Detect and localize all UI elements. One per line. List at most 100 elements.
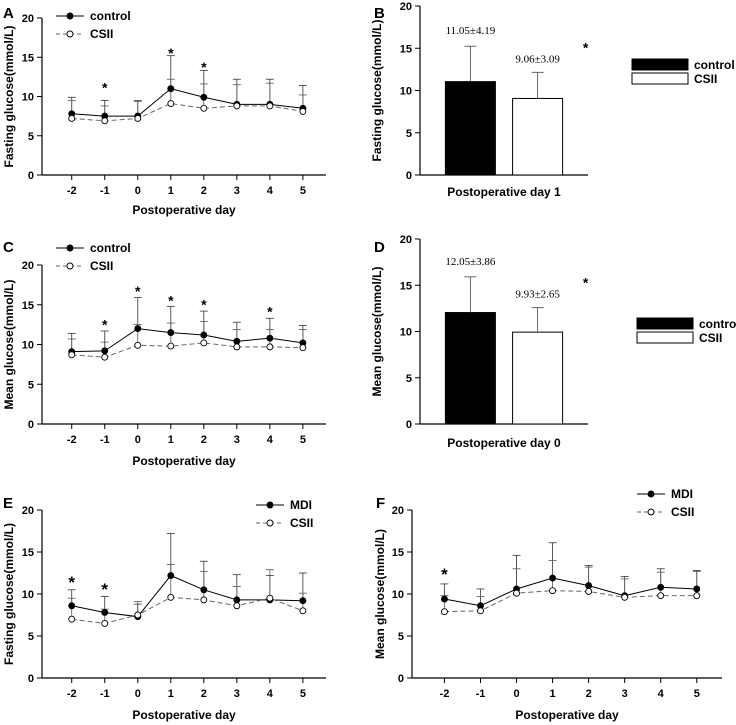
significance-star: *: [102, 80, 108, 96]
legend-marker: [266, 519, 274, 527]
point-mdi: [101, 609, 109, 616]
y-tick-label: 20: [22, 13, 34, 25]
point-csii: [477, 607, 484, 615]
legend-label-control: control: [694, 58, 735, 72]
point-mdi: [200, 586, 208, 594]
point-mdi: [657, 583, 665, 591]
x-axis-label: Postoperative day: [132, 454, 236, 468]
legend-label-mdi: MDI: [671, 487, 693, 501]
point-csii: [693, 592, 701, 600]
point-csii: [621, 593, 629, 601]
legend-marker: [266, 501, 274, 509]
value-annotation: 12.05±3.86: [445, 256, 496, 268]
point-csii: [299, 107, 307, 115]
legend-marker: [66, 12, 74, 20]
x-tick-label: 1: [550, 688, 556, 700]
point-csii: [585, 588, 593, 595]
panel-label: A: [3, 5, 14, 22]
y-tick-label: 15: [392, 547, 404, 559]
point-csii: [134, 341, 142, 349]
x-tick-label: 5: [694, 688, 700, 700]
significance-star: *: [135, 283, 141, 299]
point-csii: [266, 343, 274, 351]
x-tick-label: 4: [267, 688, 274, 700]
x-tick-label: -1: [100, 688, 110, 700]
point-mdi: [299, 597, 307, 605]
point-control: [134, 325, 142, 333]
point-control: [200, 93, 208, 101]
x-tick-label: -1: [476, 688, 486, 700]
point-csii: [200, 104, 208, 112]
series-line-control: [71, 328, 303, 353]
significance-star: *: [267, 304, 273, 320]
y-tick-label: 20: [22, 505, 34, 517]
x-tick-label: 2: [586, 688, 592, 700]
series-line-mdi: [444, 577, 697, 607]
legend-label-csii: CSII: [694, 72, 717, 86]
significance-star: *: [583, 275, 589, 291]
legend-label-csii: CSII: [671, 505, 694, 519]
x-tick-label: 0: [135, 434, 141, 446]
series-line-csii: [71, 342, 303, 358]
x-tick-label: 2: [201, 688, 207, 700]
y-tick-label: 10: [400, 327, 412, 339]
panel-label: B: [374, 5, 385, 22]
legend-label-csii: CSII: [90, 27, 113, 41]
point-csii: [200, 339, 208, 347]
legend-swatch: [631, 58, 689, 71]
legend-label-control: control: [90, 241, 131, 255]
legend-marker: [66, 262, 74, 270]
panel-c: C Mean glucose(mmol/L) Postoperative day 0 5…: [2, 239, 326, 468]
legend-label-control: control: [699, 317, 736, 331]
point-mdi: [585, 582, 593, 590]
point-csii: [101, 619, 109, 627]
x-tick-label: 1: [168, 434, 174, 446]
panel-label: D: [374, 239, 385, 256]
point-csii: [233, 102, 241, 110]
significance-star: *: [101, 580, 108, 599]
legend-marker: [647, 490, 655, 498]
y-tick-label: 5: [406, 373, 412, 385]
point-csii: [101, 117, 109, 125]
significance-star: *: [168, 45, 174, 61]
x-tick-label: 0: [135, 185, 141, 197]
y-axis-label: Fasting glucose(mmol/L): [2, 523, 16, 665]
legend-marker: [647, 508, 655, 516]
x-tick-label: -2: [440, 688, 450, 700]
point-csii: [513, 589, 520, 597]
legend-marker: [66, 30, 74, 38]
y-tick-label: 5: [28, 631, 34, 643]
x-tick-label: 1: [168, 688, 174, 700]
point-csii: [233, 602, 241, 610]
y-tick-label: 20: [392, 505, 404, 517]
y-tick-label: 0: [398, 673, 404, 685]
point-csii: [299, 344, 307, 352]
point-csii: [200, 596, 208, 604]
x-tick-label: 2: [201, 434, 207, 446]
y-axis-label: Fasting glucose(mmol/L): [2, 25, 16, 167]
y-tick-label: 20: [400, 234, 412, 246]
legend-label-csii: CSII: [699, 331, 722, 345]
y-tick-label: 5: [398, 631, 404, 643]
point-control: [167, 85, 175, 93]
point-csii: [68, 351, 76, 359]
point-mdi: [167, 572, 175, 579]
bar-control: [444, 312, 496, 425]
y-tick-label: 5: [28, 131, 34, 143]
x-tick-label: 5: [300, 185, 306, 197]
y-tick-label: 10: [22, 340, 34, 352]
point-csii: [299, 607, 307, 615]
x-tick-label: 4: [658, 688, 665, 700]
y-axis-label: Mean glucose(mmol/L): [2, 279, 16, 409]
value-annotation: 9.06±3.09: [515, 53, 560, 65]
panel-a: A Fasting glucose(mmol/L) Postoperative da…: [2, 5, 326, 217]
x-axis-label: Postoperative day: [132, 203, 236, 217]
value-annotation: 11.05±4.19: [446, 25, 496, 37]
x-axis-label: Postoperative day 1: [447, 185, 561, 199]
legend: MDI CSII: [256, 498, 313, 530]
significance-star: *: [201, 296, 207, 312]
point-csii: [266, 594, 274, 602]
